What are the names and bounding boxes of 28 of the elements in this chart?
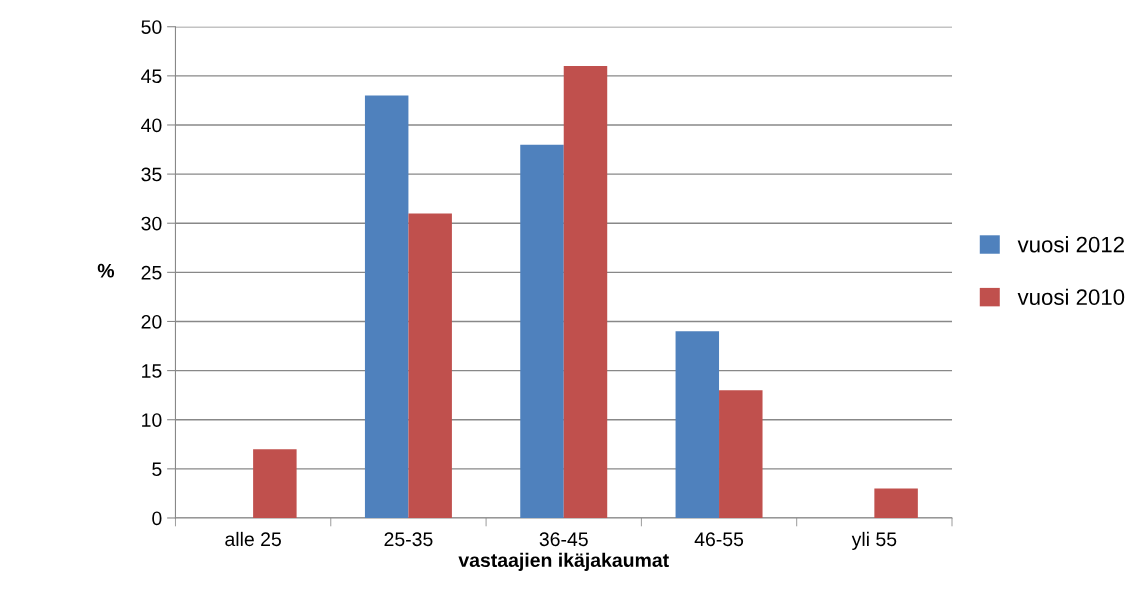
bar: [520, 144, 564, 518]
bar: [874, 488, 918, 518]
bar: [253, 449, 297, 518]
y-tick-label: 0: [152, 511, 162, 526]
y-tick-label: 5: [152, 462, 162, 477]
bar: [675, 331, 720, 518]
x-axis-title: vastaajien ikäjakaumat: [458, 552, 669, 571]
y-tick-label: 45: [141, 69, 162, 84]
x-tick-label: 25-35: [384, 532, 433, 547]
y-tick-label: 30: [141, 216, 162, 231]
bar: [563, 66, 608, 518]
y-tick-label: 20: [141, 314, 162, 329]
legend-label: vuosi 2012: [1017, 236, 1124, 253]
bar: [719, 390, 763, 518]
y-tick-label: 50: [141, 20, 162, 34]
bar: [364, 95, 409, 518]
x-tick-label: alle 25: [225, 531, 281, 547]
y-tick-label: 25: [141, 265, 162, 280]
bar: [408, 213, 452, 518]
y-tick-label: 35: [141, 167, 162, 182]
y-axis-title: %: [97, 263, 115, 278]
x-tick-label: 46-55: [694, 532, 744, 547]
y-tick-label: 10: [142, 413, 162, 427]
y-tick-label: 15: [142, 364, 162, 378]
y-tick-label: 40: [141, 118, 162, 133]
x-tick-label: yli 55: [851, 531, 897, 550]
legend-label: vuosi 2010: [1017, 288, 1125, 306]
x-tick-label: 36-45: [539, 532, 588, 547]
